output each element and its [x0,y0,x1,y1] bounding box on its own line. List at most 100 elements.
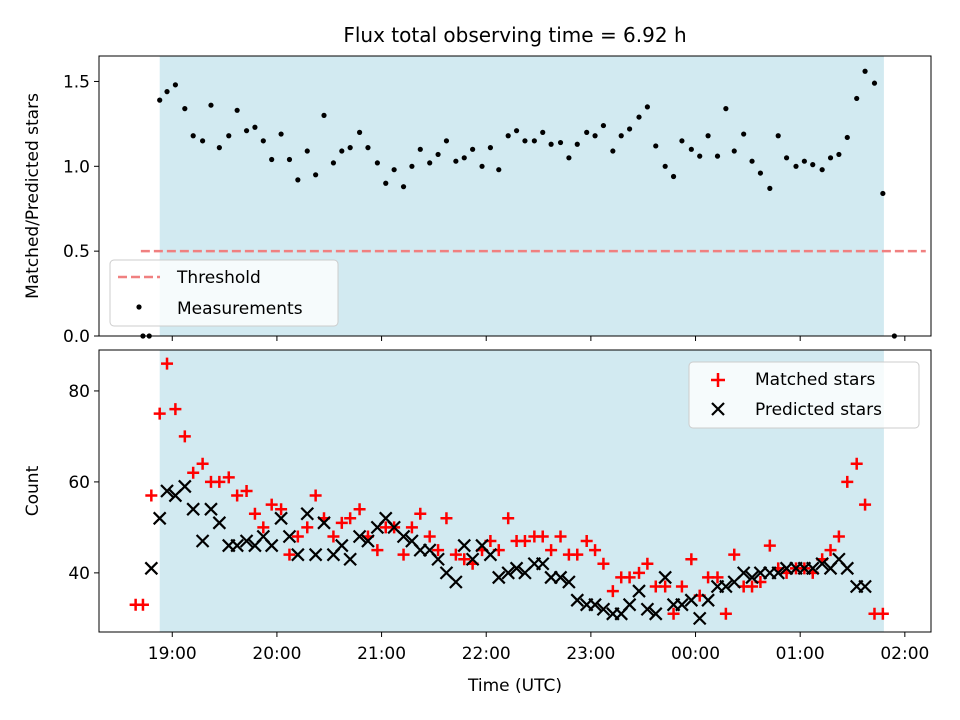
matched-star-point [597,557,610,570]
matched-star-point [458,553,471,566]
measurement-point [356,129,363,135]
measurement-point [453,158,459,164]
measurement-point [731,148,737,154]
matched-star-point [283,548,296,561]
predicted-star-point [745,570,759,585]
count-x-axis-ticks: 19:00 20:00 21:00 22:00 23:00 00:00 01:00 02:00 [148,632,929,664]
measurement-point [330,160,337,166]
predicted-star-point [596,602,611,617]
legend-matched-swatch [711,373,725,387]
measurement-point [470,146,476,152]
legend-matched-label: Matched stars [755,370,875,390]
matched-star-point [711,571,724,584]
measurement-point [487,145,494,151]
predicted-star-point [186,502,200,516]
measurement-point [670,173,677,180]
measurements-series [140,68,897,339]
predicted-star-point [622,597,637,612]
predicted-star-point [719,579,733,594]
measurement-point [610,148,616,154]
measurement-point [522,138,528,144]
predicted-star-point [588,597,602,612]
measurement-point [757,170,764,176]
predicted-star-point [396,529,411,544]
measurement-point [339,148,345,154]
measurement-point [479,163,485,169]
y-tick-label: 0.0 [63,327,90,347]
measurement-point [636,114,642,120]
measurement-point [775,133,781,139]
measurement-point [435,151,441,158]
legend-threshold-label: Threshold [176,268,261,288]
measurement-point [697,153,703,159]
measurement-point [644,104,650,110]
measurement-point [208,102,214,108]
predicted-star-point [535,556,550,571]
count-legend-box [688,361,920,429]
ratio-panel: 0.0 0.5 1.0 1.5 Matched/Predicted stars Thr… [23,55,932,347]
predicted-star-point [675,597,689,612]
matched-star-point [728,548,741,561]
measurement-point [243,128,250,134]
ratio-x-axis-ticks [171,336,906,341]
x-tick-label: 01:00 [776,644,825,664]
x-tick-label: 02:00 [880,644,929,664]
predicted-star-point [701,593,715,607]
measurement-point [304,148,310,154]
measurement-point [427,160,433,166]
measurement-point [783,155,790,161]
count-y-axis-ticks: 40 60 80 [68,382,99,584]
measurement-point [400,184,407,190]
matched-star-point [161,357,174,370]
x-tick-label: 22:00 [462,644,511,664]
predicted-star-point [483,547,498,562]
matched-star-point [153,407,166,420]
matched-star-point [291,530,304,543]
matched-star-point [231,489,244,502]
matched-star-point [414,507,427,520]
measurement-point [164,89,170,95]
matched-star-point [213,475,226,488]
matched-star-point [536,530,549,543]
count-y-axis-label: Count [23,465,43,516]
measurement-point [409,163,415,169]
predicted-star-point [274,511,288,526]
measurement-point [801,158,807,164]
matched-star-point [145,489,158,502]
matched-star-point [841,475,854,488]
matched-star-point [371,544,384,557]
matched-star-point [641,557,654,570]
predicted-star-point [658,570,672,585]
predicted-stars-series [145,480,872,626]
measurement-point [862,68,868,74]
measurement-point [313,172,319,178]
matched-star-point [876,607,889,620]
measurement-point [592,133,598,139]
count-panel-frame [98,349,932,633]
count-legend: Matched stars Predicted stars [688,361,920,429]
predicted-star-point [300,506,315,521]
y-tick-label: 40 [68,564,90,584]
predicted-star-point [465,552,480,567]
measurement-point [626,126,633,132]
measurement-point [618,133,624,139]
measurement-point [172,82,178,88]
chart-title: Flux total observing time = 6.92 h [343,23,686,47]
measurement-point [810,162,816,168]
measurement-point [383,180,389,186]
matched-star-point [405,521,418,534]
measurement-point [688,146,694,152]
matched-star-point [502,512,515,525]
measurement-point [836,151,842,158]
measurement-point [793,163,799,169]
matched-star-point [257,521,270,534]
matched-star-point [397,548,410,561]
matched-star-point [222,471,235,484]
matched-star-point [335,516,348,529]
predicted-star-point [335,538,349,553]
measurement-point [461,155,467,161]
measurement-point [714,153,721,159]
predicted-star-point [230,538,244,553]
matched-star-point [571,548,584,561]
measurement-point [827,155,834,161]
